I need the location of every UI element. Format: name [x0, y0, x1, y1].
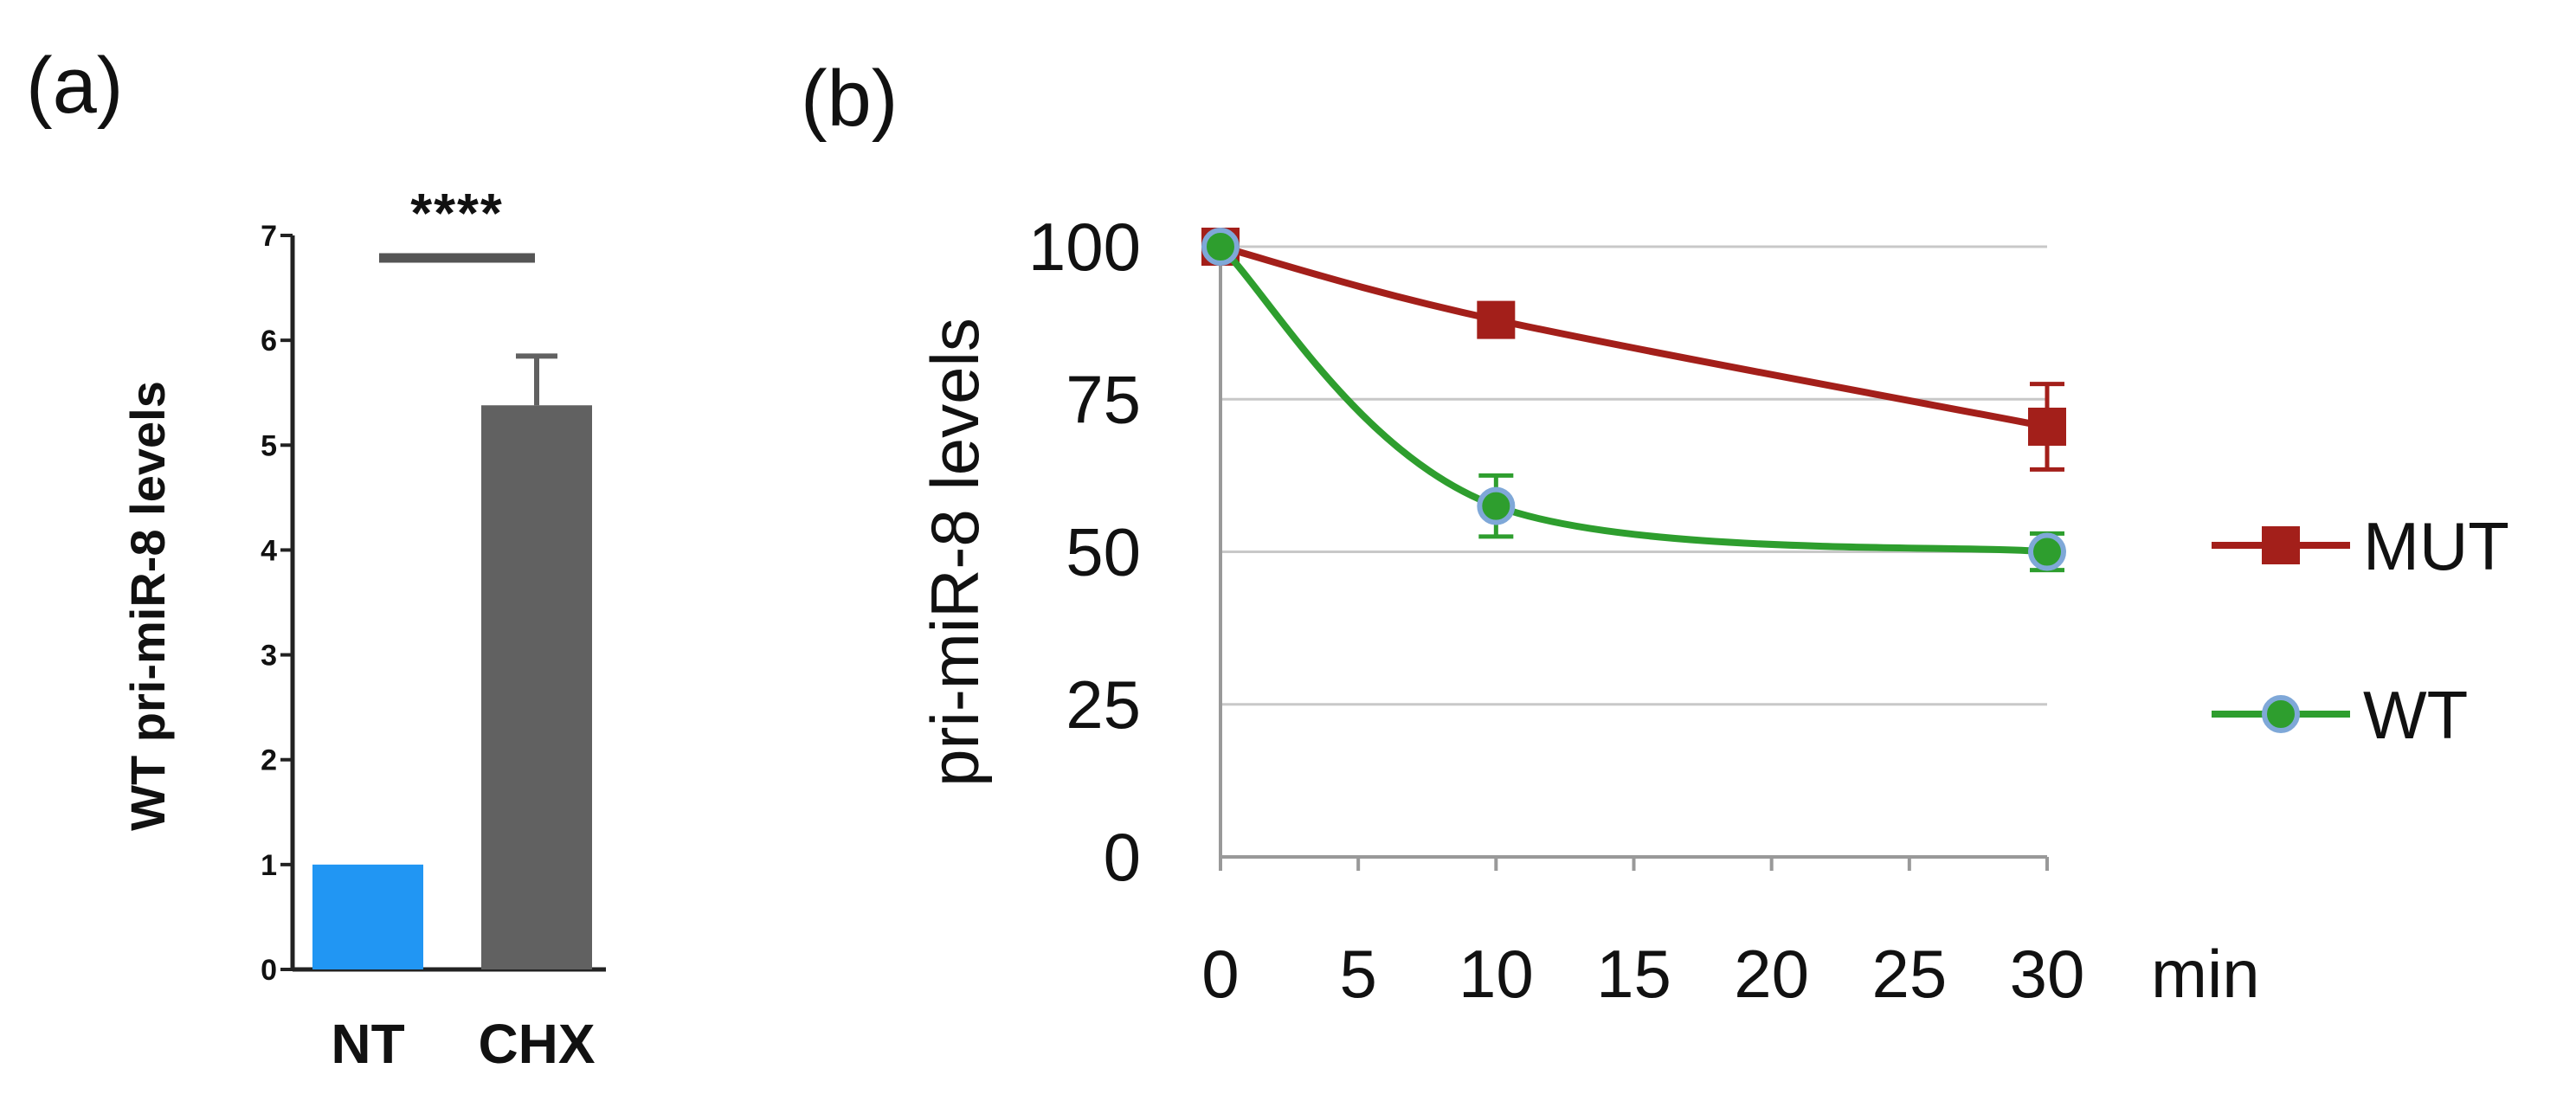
b-x-axis-label: min — [2151, 936, 2260, 1012]
panel-label-a: (a) — [26, 42, 123, 130]
legend-marker-mut — [2262, 526, 2300, 564]
a-y-tick-label-0: 0 — [261, 954, 277, 987]
a-significance-stars: **** — [410, 182, 504, 244]
legend-label-wt: WT — [2363, 677, 2468, 753]
b-point-wt-2 — [2028, 532, 2066, 571]
legend-marker-wt — [2262, 695, 2300, 733]
b-x-tick-label-6: 30 — [2010, 936, 2085, 1012]
b-y-axis-label: pri-miR-8 levels — [917, 318, 993, 787]
a-y-tick-label-7: 7 — [261, 220, 277, 253]
b-x-tick-label-0: 0 — [1201, 936, 1239, 1012]
b-y-tick-label-3: 75 — [1066, 361, 1141, 437]
b-series-line-mut — [1217, 243, 2051, 430]
a-y-tick-label-2: 2 — [261, 744, 277, 777]
legend-panel-b: MUT WT — [2212, 508, 2509, 753]
legend-label-mut: MUT — [2363, 508, 2509, 584]
b-x-tick-label-3: 15 — [1596, 936, 1671, 1012]
a-category-label-chx: CHX — [478, 1013, 595, 1075]
a-bar-chx — [481, 405, 592, 969]
a-y-tick-label-3: 3 — [261, 640, 277, 673]
b-y-tick-label-2: 50 — [1066, 514, 1141, 590]
a-y-axis-label: WT pri-miR-8 levels — [120, 381, 175, 831]
a-y-tick-label-1: 1 — [261, 849, 277, 882]
b-point-wt-1 — [1477, 486, 1516, 525]
b-y-tick-label-1: 25 — [1066, 666, 1141, 743]
b-x-tick-label-5: 25 — [1871, 936, 1947, 1012]
b-x-tick-label-1: 5 — [1339, 936, 1376, 1012]
panel-label-b: (b) — [801, 55, 898, 143]
bar-chart-panel-a: WT pri-miR-8 levels **** 0 1 2 3 4 5 6 7 NT CHX — [120, 182, 606, 1075]
b-point-mut-1 — [1477, 300, 1516, 339]
b-x-tick-label-4: 20 — [1734, 936, 1809, 1012]
line-chart-panel-b: pri-miR-8 levels min 0 25 50 75 100 0 5 10 15 20 2… — [917, 209, 2260, 1012]
b-y-tick-label-0: 0 — [1104, 819, 1141, 895]
b-point-wt-0 — [1201, 228, 1240, 266]
a-bar-nt — [312, 864, 423, 969]
b-x-tick-label-2: 10 — [1459, 936, 1534, 1012]
a-y-tick-label-5: 5 — [261, 429, 277, 462]
a-y-tick-label-6: 6 — [261, 325, 277, 357]
a-y-tick-label-4: 4 — [261, 534, 277, 567]
b-point-mut-2 — [2028, 407, 2066, 446]
b-y-tick-label-4: 100 — [1028, 209, 1141, 285]
a-category-label-nt: NT — [331, 1013, 404, 1075]
